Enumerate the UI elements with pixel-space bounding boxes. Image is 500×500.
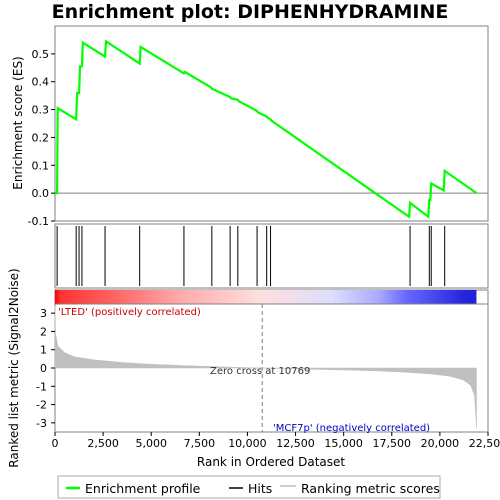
x-tick-label: 17,500 bbox=[373, 437, 412, 450]
metric-y-tick-label: -2 bbox=[36, 399, 47, 412]
es-y-tick-label: -0.1 bbox=[28, 215, 49, 228]
es-y-axis-label: Enrichment score (ES) bbox=[11, 56, 25, 189]
es-y-tick-label: 0.4 bbox=[32, 76, 50, 89]
legend-metric-label: Ranking metric scores bbox=[301, 481, 440, 496]
metric-y-tick-label: -3 bbox=[36, 417, 47, 430]
es-y-tick-label: 0.3 bbox=[32, 104, 50, 117]
chart-title: Enrichment plot: DIPHENHYDRAMINE bbox=[52, 1, 449, 23]
es-panel-frame bbox=[54, 25, 489, 222]
x-tick-label: 2,500 bbox=[87, 437, 119, 450]
metric-y-axis: -3 -2 -1 0 1 2 3 bbox=[36, 307, 55, 430]
hits-group bbox=[56, 226, 446, 286]
x-tick-label: 20,000 bbox=[421, 437, 460, 450]
metric-y-tick-label: 1 bbox=[40, 344, 47, 357]
metric-y-axis-label: Ranked list metric (Signal2Noise) bbox=[7, 268, 21, 467]
metric-y-tick-label: -1 bbox=[36, 380, 47, 393]
zero-cross-annotation: Zero cross at 10769 bbox=[210, 366, 310, 377]
x-tick-label: 12,500 bbox=[276, 437, 315, 450]
x-tick-label: 15,000 bbox=[324, 437, 363, 450]
metric-y-tick-label: 2 bbox=[40, 325, 47, 338]
positive-annotation: 'LTED' (positively correlated) bbox=[58, 307, 201, 318]
metric-y-tick-label: 0 bbox=[40, 362, 47, 375]
negative-annotation: 'MCF7p' (negatively correlated) bbox=[273, 423, 430, 434]
hits-panel-frame bbox=[54, 223, 489, 289]
enrichment-profile-line bbox=[55, 39, 478, 219]
ranking-metric-area bbox=[54, 305, 477, 429]
es-y-tick-label: 0.5 bbox=[32, 48, 50, 61]
x-tick-label: 7,500 bbox=[184, 437, 216, 450]
legend-enrichment-label: Enrichment profile bbox=[85, 481, 201, 496]
x-tick-label: 0 bbox=[52, 437, 59, 450]
es-y-tick-label: 0.2 bbox=[32, 131, 50, 144]
metric-y-tick-label: 3 bbox=[40, 307, 47, 320]
legend-hits-label: Hits bbox=[248, 481, 272, 496]
color-bar-fill bbox=[55, 290, 477, 304]
x-axis: 0 2,500 5,000 7,500 10,000 12,500 15,000 17,500… bbox=[52, 432, 500, 450]
x-axis-label: Rank in Ordered Dataset bbox=[197, 455, 345, 469]
es-y-tick-label: 0.1 bbox=[32, 159, 50, 172]
es-y-axis: -0.1 0.0 0.1 0.2 0.3 0.4 0.5 bbox=[28, 48, 55, 228]
x-tick-label: 10,000 bbox=[228, 437, 267, 450]
x-tick-label: 22,500 bbox=[469, 437, 500, 450]
x-tick-label: 5,000 bbox=[135, 437, 167, 450]
es-y-tick-label: 0.0 bbox=[32, 187, 50, 200]
legend-box bbox=[57, 475, 441, 499]
